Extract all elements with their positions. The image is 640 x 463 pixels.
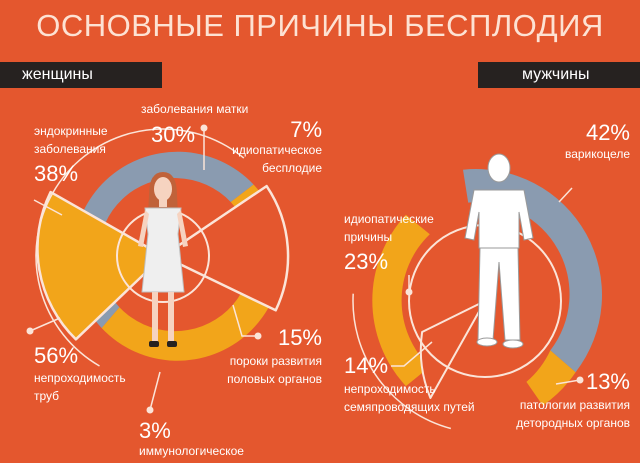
leader-line-endocrine: [33, 199, 63, 216]
women-chart: [26, 124, 291, 414]
leader-dot: [146, 406, 154, 414]
leader-dot: [576, 376, 584, 384]
women-outer-ring: [35, 128, 291, 384]
percent-idiopathic-men: 23%: [344, 249, 389, 274]
percent-pathology: 13%: [585, 369, 630, 394]
men-ring-amber-left: [372, 214, 430, 387]
percent-ducts: 14%: [344, 353, 389, 378]
women-slice-malformations: [161, 184, 290, 312]
label-tubes-2: труб: [34, 389, 60, 403]
women-header-bar: [0, 62, 162, 88]
leader-dot: [254, 332, 262, 340]
leader-line-ducts: [391, 341, 433, 367]
label-idiopathic-men-2: причины: [344, 230, 393, 244]
woman-silhouette-icon: [138, 172, 188, 347]
leader-line-tubes: [29, 317, 61, 332]
leader-dot: [26, 327, 34, 335]
label-endocrine-2: заболевания: [34, 142, 106, 156]
women-slice-obstruction: [36, 190, 165, 341]
men-header-label: мужчины: [522, 66, 590, 83]
percent-malformations: 15%: [277, 325, 322, 350]
women-ring-bluegray: [73, 151, 254, 328]
men-slice-obstruction: [419, 300, 486, 399]
leader-line-immuno: [149, 371, 161, 411]
leader-dot: [200, 124, 208, 132]
percent-uterus-diseases: 30%: [151, 122, 196, 147]
label-ducts-2: семяпроводящих путей: [344, 400, 475, 414]
label-immunological: иммунологическое: [139, 444, 244, 458]
page-title: ОСНОВНЫЕ ПРИЧИНЫ БЕСПЛОДИЯ: [36, 8, 604, 43]
leader-dot: [405, 288, 413, 296]
percent-varicocele: 42%: [585, 120, 630, 145]
leader-line-varicocele: [558, 187, 573, 203]
label-idiopathic-women-1: идиопатическое: [232, 143, 322, 157]
label-malformations-2: половых органов: [227, 372, 322, 386]
label-malformations-1: пороки развития: [229, 354, 322, 368]
leader-line-malformations: [232, 304, 258, 337]
label-varicocele: варикоцеле: [564, 147, 630, 161]
man-silhouette-icon: [464, 153, 534, 349]
men-chart: [352, 153, 618, 434]
label-tubes-1: непроходимость: [34, 371, 126, 385]
label-pathology-1: патологии развития: [519, 398, 630, 412]
label-idiopathic-men-1: идиопатические: [344, 212, 434, 226]
men-header-bar: [478, 62, 640, 88]
label-ducts-1: непроходимость: [344, 382, 436, 396]
label-idiopathic-women-2: бесплодие: [262, 161, 322, 175]
label-endocrine-1: эндокринные: [34, 124, 108, 138]
men-ring-amber-right: [526, 350, 576, 406]
percent-immunological: 3%: [139, 418, 171, 443]
women-header-label: женщины: [22, 66, 93, 83]
men-outer-ring: [352, 168, 618, 434]
men-ring-bluegray: [463, 169, 602, 373]
percent-idiopathic-women: 7%: [290, 117, 322, 142]
percent-endocrine: 38%: [34, 161, 79, 186]
leader-line-pathology: [555, 379, 581, 385]
label-uterus-diseases: заболевания матки: [141, 102, 249, 116]
percent-tubes: 56%: [34, 343, 79, 368]
label-pathology-2: детородных органов: [516, 416, 630, 430]
